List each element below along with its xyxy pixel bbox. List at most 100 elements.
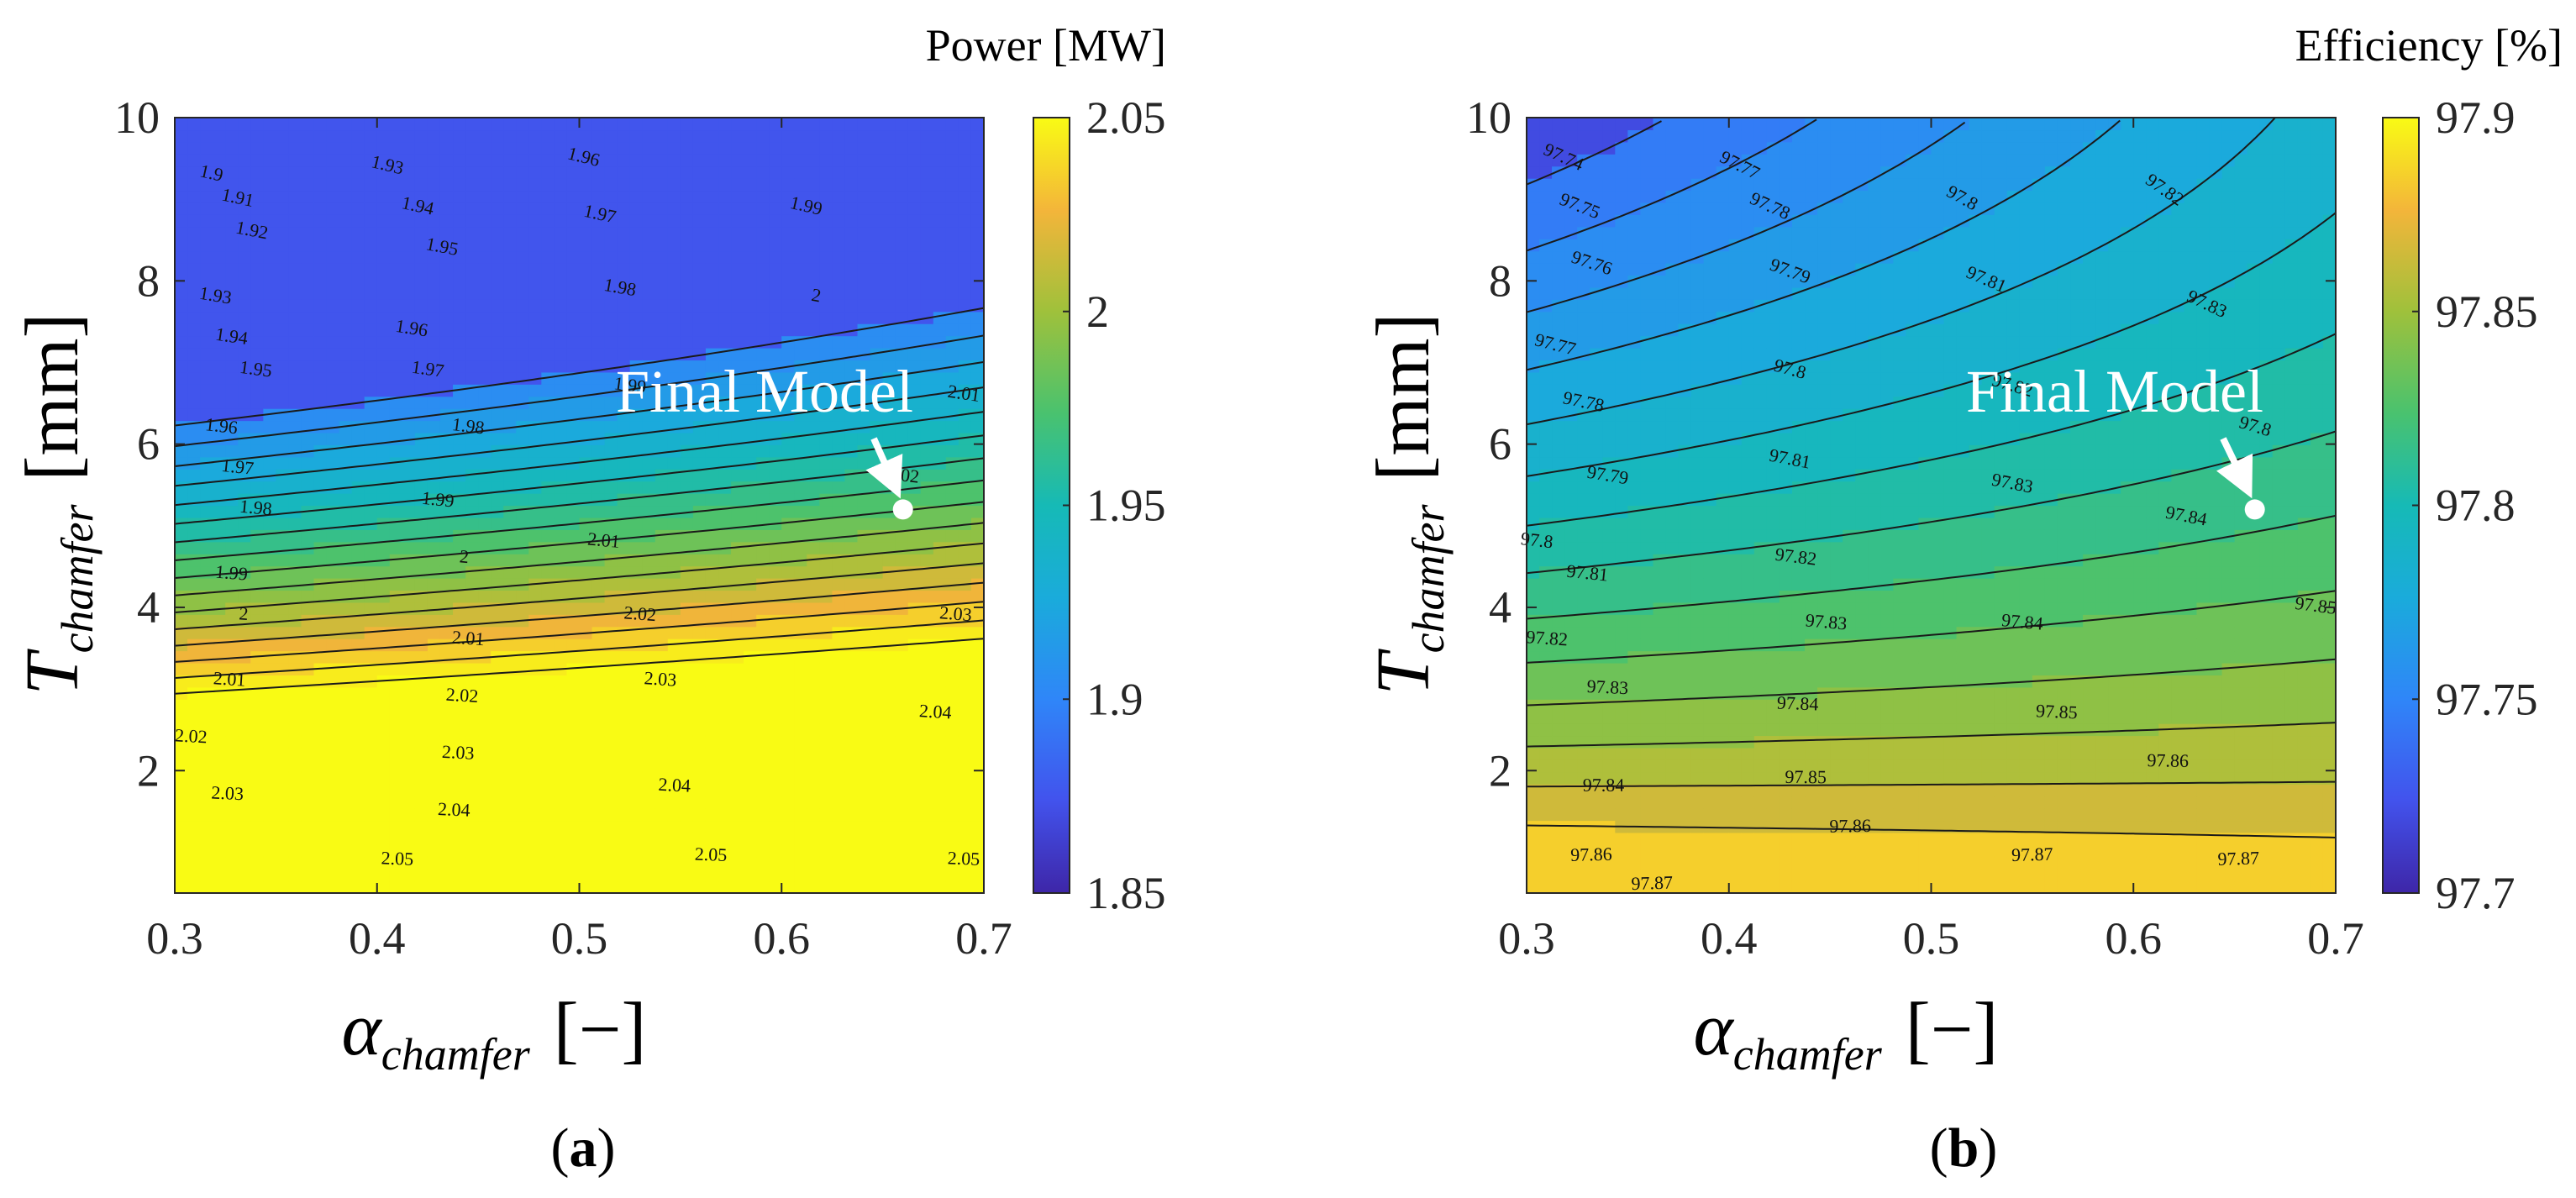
contour-fill-cell — [566, 832, 581, 845]
contour-fill-cell — [667, 723, 681, 737]
contour-fill-cell — [1564, 444, 1578, 458]
contour-fill-cell — [402, 638, 416, 652]
contour-fill-cell — [617, 396, 631, 409]
contour-fill-cell — [731, 675, 744, 688]
contour-fill-cell — [439, 880, 454, 894]
contour-fill-cell — [945, 202, 959, 215]
contour-fill-cell — [756, 396, 770, 409]
contour-fill-cell — [629, 481, 644, 494]
contour-fill-cell — [326, 541, 340, 554]
contour-fill-cell — [1527, 771, 1540, 785]
contour-fill-cell — [376, 844, 391, 858]
contour-fill-cell — [187, 444, 201, 458]
contour-fill-cell — [326, 190, 340, 203]
contour-fill-cell — [187, 129, 201, 143]
contour-fill-cell — [655, 190, 669, 203]
contour-fill-cell — [731, 844, 744, 858]
contour-fill-cell — [516, 408, 529, 422]
contour-fill-cell — [882, 118, 896, 131]
contour-fill-cell — [541, 554, 555, 567]
contour-fill-cell — [617, 626, 631, 639]
contour-fill-cell — [882, 202, 896, 215]
contour-fill-cell — [313, 299, 328, 313]
contour-fill-cell — [1615, 662, 1628, 675]
contour-fill-cell — [591, 565, 606, 579]
contour-fill-cell — [200, 481, 213, 494]
contour-fill-cell — [832, 808, 846, 822]
contour-fill-cell — [351, 202, 365, 215]
contour-fill-cell — [263, 481, 276, 494]
contour-fill-cell — [301, 723, 315, 737]
contour-fill-cell — [1552, 686, 1565, 700]
contour-fill-cell — [566, 662, 581, 675]
contour-fill-cell — [744, 118, 757, 131]
contour-fill-cell — [276, 686, 290, 700]
contour-fill-cell — [276, 166, 290, 179]
contour-fill-cell — [213, 493, 226, 507]
contour-fill-cell — [491, 796, 504, 809]
contour-fill-cell — [718, 796, 732, 809]
contour-fill-cell — [642, 626, 656, 639]
contour-fill-cell — [1539, 711, 1553, 724]
contour-fill-cell — [844, 541, 859, 554]
contour-fill-cell — [629, 239, 644, 252]
contour-fill-cell — [655, 820, 669, 833]
contour-fill-cell — [389, 348, 403, 361]
contour-fill-cell — [1653, 456, 1667, 470]
contour-fill-cell — [263, 650, 276, 664]
contour-fill-cell — [933, 771, 947, 785]
contour-fill-cell — [945, 286, 959, 300]
y-tick-label: 8 — [137, 255, 160, 306]
contour-fill-cell — [225, 214, 239, 228]
contour-fill-cell — [478, 856, 492, 870]
contour-fill-cell — [389, 759, 403, 773]
contour-fill-cell — [263, 166, 276, 179]
contour-fill-cell — [832, 141, 846, 155]
contour-fill-cell — [781, 784, 795, 797]
contour-fill-cell — [667, 239, 681, 252]
contour-fill-cell — [376, 662, 391, 675]
contour-fill-cell — [970, 735, 985, 749]
contour-fill-cell — [364, 796, 378, 809]
contour-fill-cell — [857, 118, 871, 131]
contour-fill-cell — [629, 699, 644, 712]
contour-fill-cell — [920, 844, 934, 858]
contour-fill-cell — [364, 771, 378, 785]
contour-fill-cell — [200, 323, 213, 337]
contour-fill-cell — [414, 360, 428, 373]
contour-fill-cell — [554, 178, 568, 192]
contour-fill-cell — [541, 335, 555, 349]
contour-fill-cell — [769, 456, 782, 470]
contour-fill-cell — [629, 469, 644, 482]
contour-fill-cell — [301, 808, 315, 822]
contour-fill-cell — [933, 371, 947, 385]
contour-fill-cell — [503, 129, 517, 143]
contour-fill-cell — [187, 844, 201, 858]
contour-fill-cell — [680, 178, 694, 192]
contour-fill-cell — [958, 662, 972, 675]
contour-fill-cell — [579, 166, 593, 179]
contour-fill-cell — [250, 529, 264, 543]
contour-fill-cell — [718, 614, 732, 628]
contour-fill-cell — [478, 226, 492, 239]
contour-fill-cell — [1539, 469, 1553, 482]
contour-fill-cell — [882, 263, 896, 276]
contour-fill-cell — [655, 299, 669, 313]
contour-fill-cell — [591, 444, 606, 458]
contour-fill-cell — [882, 226, 896, 239]
contour-fill-cell — [200, 517, 213, 530]
contour-fill-cell — [807, 820, 820, 833]
contour-fill-cell — [907, 250, 922, 264]
contour-fill-cell — [907, 856, 922, 870]
contour-fill-cell — [376, 166, 391, 179]
contour-fill-cell — [1577, 529, 1590, 543]
contour-fill-cell — [351, 808, 365, 822]
contour-fill-cell — [175, 565, 188, 579]
contour-fill-cell — [1539, 590, 1553, 603]
contour-fill-cell — [187, 747, 201, 760]
contour-fill-cell — [175, 759, 188, 773]
contour-fill-cell — [794, 371, 807, 385]
contour-fill-cell — [744, 686, 757, 700]
panel-a-x-axis-label: αchamfer [−] — [342, 988, 647, 1080]
contour-fill-cell — [680, 360, 694, 373]
